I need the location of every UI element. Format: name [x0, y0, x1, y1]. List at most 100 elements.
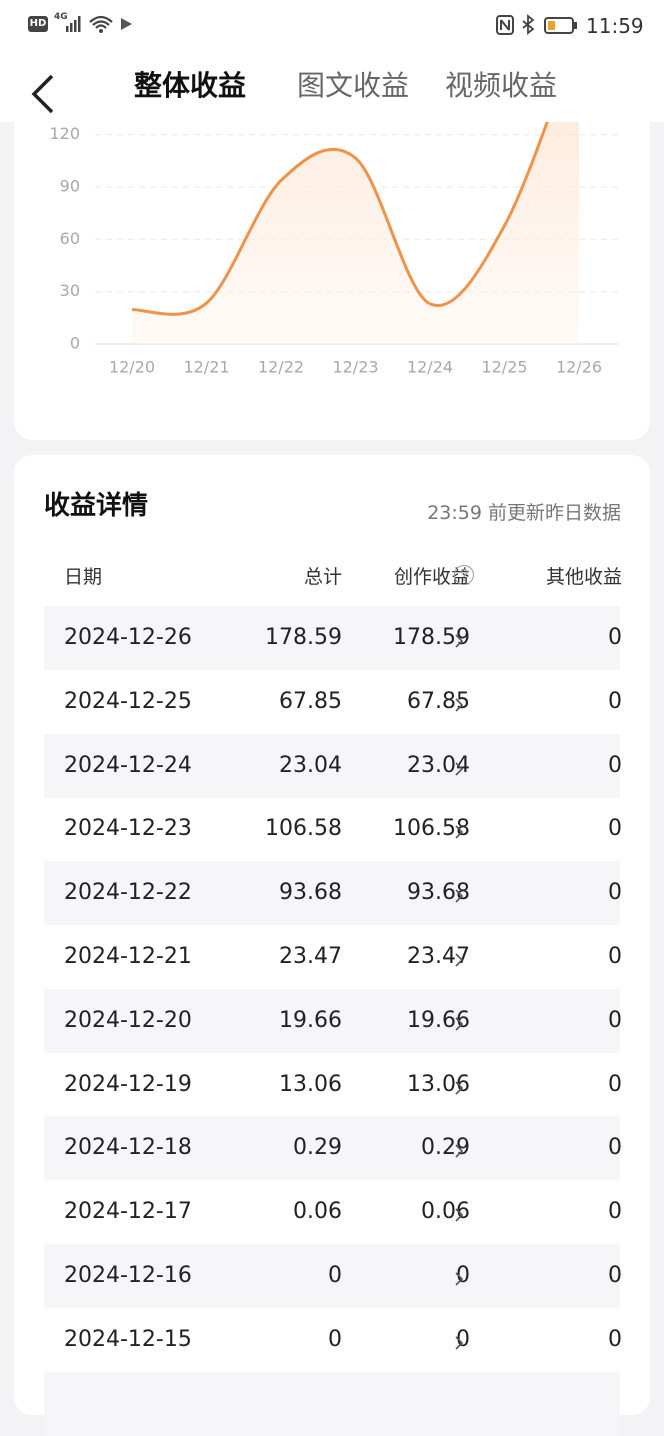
table-cell: 67.85: [279, 688, 342, 714]
chevron-glyph: [455, 1081, 464, 1095]
table-cell: 2024-12-17: [64, 1199, 192, 1225]
chevron: [454, 694, 464, 719]
chevron: [454, 1077, 464, 1102]
chevron: [454, 1204, 464, 1229]
help-glyph: [460, 568, 468, 581]
chevron: [454, 821, 464, 846]
chevron-glyph: [455, 889, 464, 903]
chevron: [454, 1268, 464, 1293]
line: [131, 31, 581, 316]
table-cell: 2024-12-19: [64, 1071, 192, 1097]
chevron: [454, 885, 464, 910]
table-row[interactable]: 2024-12-25 67.85 67.85 0: [44, 670, 622, 734]
time: 11:59: [586, 14, 644, 38]
chevron-glyph: [455, 762, 464, 776]
table-cell: 0: [608, 816, 622, 842]
chevron-glyph: [455, 1017, 464, 1031]
y-tick-label: 120: [49, 124, 80, 143]
x-tick-label: 12/20: [109, 358, 155, 377]
table-row[interactable]: 2024-12-21 23.47 23.47 0: [44, 925, 622, 989]
table-cell: 0: [608, 1135, 622, 1161]
chevron: [454, 1332, 464, 1357]
table-row[interactable]: 2024-12-22 93.68 93.68 0: [44, 861, 622, 926]
header: 整体收益 图文收益 视频收益: [0, 50, 664, 122]
chevron: [454, 758, 464, 783]
chevron-glyph: [455, 953, 464, 967]
x-tick-label: 12/21: [183, 358, 229, 377]
network-label: 4G: [54, 12, 68, 22]
table-cell: 0.29: [293, 1135, 342, 1161]
chevron-glyph: [455, 634, 464, 648]
table-cell: 0: [608, 1199, 622, 1225]
y-tick-label: 90: [60, 177, 80, 196]
table-row[interactable]: 2024-12-16 0 0 0: [44, 1244, 622, 1308]
table-cell: 2024-12-21: [64, 944, 192, 969]
table-cell: 总计: [303, 566, 342, 588]
table-cell: 其他收益: [545, 566, 622, 588]
tab[interactable]: 图文收益: [297, 69, 410, 102]
y-tick-label: 0: [70, 334, 80, 353]
table-row-partial: [44, 1371, 620, 1436]
table-cell: 13.06: [279, 1071, 342, 1097]
line-area: [132, 32, 579, 345]
table-cell: 178.59: [265, 625, 342, 650]
table-cell: 0: [608, 1326, 622, 1352]
table-cell: 0: [328, 1263, 342, 1288]
tab[interactable]: 视频收益: [445, 69, 558, 102]
table-cell: 0: [608, 1007, 622, 1033]
table-row[interactable]: 2024-12-23 106.58 106.58 0: [44, 797, 622, 861]
table-row[interactable]: 2024-12-24 23.04 23.04 0: [44, 733, 622, 798]
tab[interactable]: 整体收益: [134, 69, 247, 102]
chevron-glyph: [455, 1208, 464, 1222]
table-cell: 2024-12-25: [64, 688, 192, 714]
chevron-glyph: [455, 825, 464, 839]
update-note: 23:59 前更新昨日数据: [427, 502, 621, 524]
chevron: [454, 1013, 464, 1038]
table-cell: 0: [608, 752, 622, 778]
chevron: [454, 949, 464, 974]
status-icons-right: [496, 14, 577, 35]
table-row[interactable]: 2024-12-15 0 0 0: [44, 1308, 622, 1372]
x-tick-label: 12/26: [556, 358, 602, 377]
chevron: [454, 1140, 464, 1165]
status-icons-left: [66, 15, 132, 33]
table-cell: 2024-12-18: [64, 1135, 192, 1161]
table-cell: 0: [608, 880, 622, 906]
table-cell: 2024-12-23: [64, 816, 192, 842]
table-cell: 23.04: [279, 752, 342, 778]
table-cell: 2024-12-15: [64, 1326, 192, 1352]
section-title: 收益详情: [44, 491, 149, 521]
chevron-glyph: [455, 1144, 464, 1158]
table-row[interactable]: 2024-12-18 0.29 0.29 0: [44, 1116, 622, 1181]
table-row[interactable]: 2024-12-17 0.06 0.06 0: [44, 1180, 622, 1244]
x-tick-label: 12/23: [332, 358, 378, 377]
table-row[interactable]: 2024-12-26 178.59 178.59 0: [44, 606, 622, 670]
y-tick-label: 30: [60, 281, 80, 300]
table-cell: 日期: [64, 566, 103, 588]
table-cell: 0: [608, 1263, 622, 1288]
table-cell: 0.06: [421, 1199, 470, 1225]
x-tick-label: 12/22: [258, 358, 304, 377]
table-card: 收益详情 23:59 前更新昨日数据 日期 总计 创作收益 其他收益 2024-12-2…: [14, 455, 650, 1436]
table-cell: 2024-12-24: [64, 752, 192, 778]
back-button[interactable]: [28, 72, 58, 116]
help-icon: [454, 565, 474, 585]
table-cell: 0: [328, 1326, 342, 1352]
table-cell: 0.06: [293, 1199, 342, 1225]
table-cell: 106.58: [265, 816, 342, 842]
y-tick-label: 60: [60, 229, 80, 248]
hd-badge: HD: [28, 16, 48, 32]
table-cell: 23.47: [279, 944, 342, 969]
table-cell: 2024-12-22: [64, 880, 192, 906]
x-tick-label: 12/24: [407, 358, 453, 377]
table-cell: 0: [608, 1071, 622, 1097]
chevron-glyph: [455, 698, 464, 712]
table-cell: 2024-12-16: [64, 1263, 192, 1288]
table-header: 日期 总计 创作收益 其他收益: [44, 545, 622, 609]
table-cell: 0: [608, 688, 622, 714]
table-row[interactable]: 2024-12-19 13.06 13.06 0: [44, 1053, 622, 1117]
table-cell: 19.66: [279, 1007, 342, 1033]
table-row[interactable]: 2024-12-20 19.66 19.66 0: [44, 988, 622, 1053]
table-cell: 0.29: [421, 1135, 470, 1161]
